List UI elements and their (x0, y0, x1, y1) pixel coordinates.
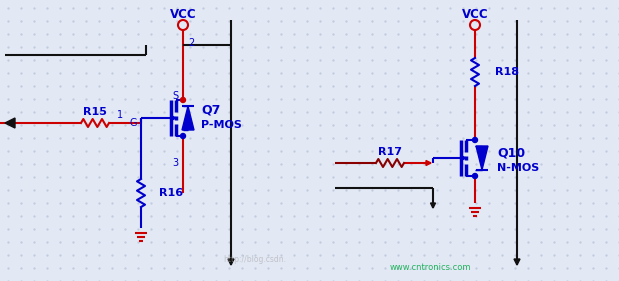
Text: 3: 3 (172, 158, 178, 168)
Polygon shape (461, 155, 466, 160)
Text: R15: R15 (83, 107, 107, 117)
Text: VCC: VCC (462, 8, 488, 21)
Text: www.cntronics.com: www.cntronics.com (389, 264, 471, 273)
Text: http://blog.csdn.: http://blog.csdn. (223, 255, 287, 264)
Polygon shape (426, 160, 431, 166)
Text: R17: R17 (378, 147, 402, 157)
Text: R16: R16 (159, 188, 183, 198)
Polygon shape (228, 259, 234, 265)
Text: G: G (129, 118, 137, 128)
Polygon shape (476, 146, 488, 170)
Text: Q7: Q7 (201, 103, 220, 117)
Text: N-MOS: N-MOS (497, 163, 539, 173)
Circle shape (181, 98, 186, 103)
Polygon shape (5, 118, 15, 128)
Circle shape (472, 137, 477, 142)
Circle shape (472, 173, 477, 178)
Polygon shape (514, 259, 520, 265)
Circle shape (181, 133, 186, 139)
Text: P-MOS: P-MOS (201, 120, 242, 130)
Polygon shape (430, 203, 436, 208)
Text: 1: 1 (117, 110, 123, 120)
Text: Q10: Q10 (497, 146, 525, 160)
Text: 2: 2 (188, 38, 194, 48)
Text: R18: R18 (495, 67, 519, 77)
Text: S: S (172, 91, 178, 101)
Text: VCC: VCC (170, 8, 196, 21)
Polygon shape (171, 115, 176, 121)
Polygon shape (182, 106, 194, 130)
